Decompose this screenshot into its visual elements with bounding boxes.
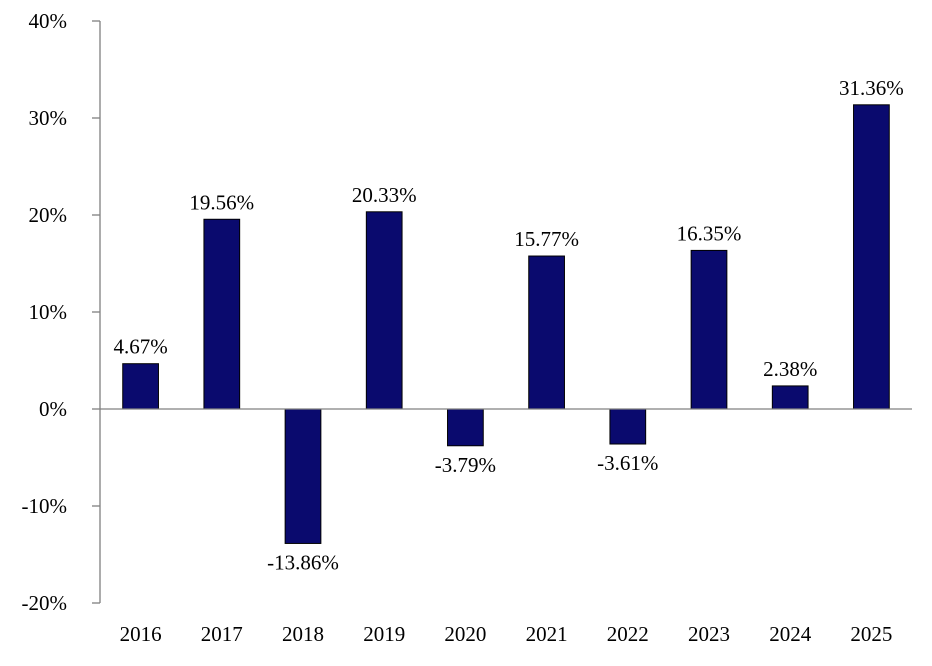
y-tick-label: 20% [29, 203, 68, 227]
x-tick-label: 2016 [120, 622, 162, 646]
bar-2023 [690, 249, 728, 410]
y-tick-label: -20% [22, 591, 68, 615]
bar-2017 [203, 218, 241, 410]
x-tick-label: 2017 [201, 622, 243, 646]
bar-2020 [447, 408, 484, 447]
y-tick-label: 30% [29, 106, 68, 130]
x-tick-label: 2020 [444, 622, 486, 646]
y-tick-label: 0% [39, 397, 67, 421]
bar-2016 [122, 363, 159, 410]
data-label-2022: -3.61% [597, 451, 658, 475]
bar-2022 [609, 408, 647, 445]
bar-2024 [771, 385, 809, 410]
x-tick-label: 2022 [607, 622, 649, 646]
x-axis: 2016 2017 2018 2019 2020 2021 2022 2023 2024 2025 [100, 408, 912, 646]
x-tick-label: 2024 [769, 622, 812, 646]
x-tick-label: 2023 [688, 622, 730, 646]
x-tick-label: 2019 [363, 622, 405, 646]
y-tick-label: 40% [29, 9, 68, 33]
data-label-2016: 4.67% [113, 335, 167, 359]
bar-2019 [365, 211, 403, 410]
x-tick-label: 2021 [526, 622, 568, 646]
bar-2025 [853, 104, 890, 410]
data-label-2019: 20.33% [352, 183, 417, 207]
x-tick-label: 2018 [282, 622, 324, 646]
data-label-2020: -3.79% [435, 453, 496, 477]
data-label-2017: 19.56% [189, 190, 254, 214]
x-tick-label: 2025 [850, 622, 892, 646]
data-label-2018: -13.86% [267, 550, 339, 574]
data-label-2024: 2.38% [763, 357, 817, 381]
bar-2021 [528, 255, 565, 410]
y-tick-label: 10% [29, 300, 68, 324]
y-axis: 40% 30% 20% 10% 0% -10% -20% [22, 9, 101, 615]
bar-2018 [284, 408, 322, 544]
data-label-2025: 31.36% [839, 76, 904, 100]
data-label-2023: 16.35% [677, 221, 742, 245]
bars: 4.67% 19.56% -13.86% 20.33% -3.79% 15.77% -3.6… [113, 76, 903, 575]
data-label-2021: 15.77% [514, 227, 579, 251]
y-tick-label: -10% [22, 494, 68, 518]
